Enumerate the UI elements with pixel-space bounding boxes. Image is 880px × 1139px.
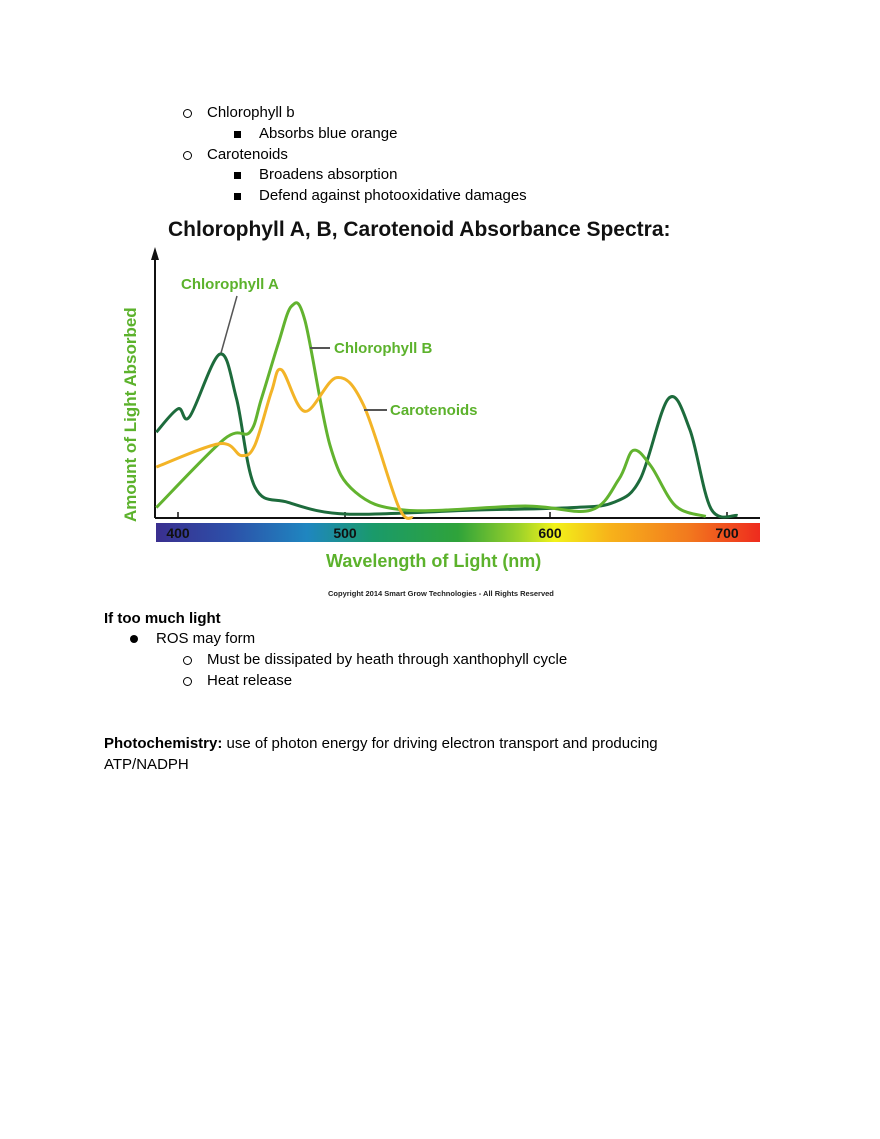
heading-too-much-light: If too much light <box>104 610 221 627</box>
series-line-chlorophyll-b <box>155 301 707 518</box>
hollow-bullet-icon <box>183 677 192 686</box>
list-item-dissipated: Must be dissipated by heath through xant… <box>207 651 568 668</box>
list-item-heat-release: Heat release <box>207 672 293 689</box>
definition-text: use of photon energy for driving electro… <box>222 735 658 752</box>
term-photochemistry: Photochemistry: <box>104 735 223 752</box>
chart-title: Chlorophyll A, B, Carotenoid Absorbance … <box>168 218 671 241</box>
list-item-carotenoids: Carotenoids <box>207 146 288 163</box>
photochemistry-definition: Photochemistry: use of photon energy for… <box>104 735 658 753</box>
x-tick-label: 500 <box>333 525 357 541</box>
list-item-absorbs: Absorbs blue orange <box>259 125 398 142</box>
hollow-bullet-icon <box>183 656 192 665</box>
hollow-bullet-icon <box>183 109 192 118</box>
series-line-carotenoids <box>155 367 414 520</box>
list-item-ros: ROS may form <box>156 630 256 647</box>
x-tick-label: 400 <box>166 525 190 541</box>
label-pointer-chlorophyll-a <box>220 295 238 354</box>
list-item-chlorophyll-b: Chlorophyll b <box>207 104 295 121</box>
y-axis-label: Amount of Light Absorbed <box>121 307 140 522</box>
list-item-defend: Defend against photooxidative damages <box>259 187 527 204</box>
x-tick-label: 700 <box>715 525 739 541</box>
copyright-text: Copyright 2014 Smart Grow Technologies -… <box>328 589 554 598</box>
absorbance-spectra-chart: Chlorophyll A, B, Carotenoid Absorbance … <box>121 218 760 598</box>
legend-label-carotenoids: Carotenoids <box>390 402 478 419</box>
bullet-icon <box>130 635 138 643</box>
x-axis-label: Wavelength of Light (nm) <box>326 551 541 571</box>
visible-spectrum-bar <box>156 523 760 542</box>
definition-text-continued: ATP/NADPH <box>104 756 189 773</box>
square-bullet-icon <box>234 131 241 138</box>
series-line-chlorophyll-a <box>155 352 738 519</box>
list-item-broadens: Broadens absorption <box>259 166 398 183</box>
legend-label-chlorophyll-b: Chlorophyll B <box>334 340 432 357</box>
legend-label-chlorophyll-a: Chlorophyll A <box>181 276 279 293</box>
hollow-bullet-icon <box>183 151 192 160</box>
x-tick-label: 600 <box>538 525 562 541</box>
y-axis-arrow-icon <box>151 247 159 260</box>
square-bullet-icon <box>234 193 241 200</box>
square-bullet-icon <box>234 172 241 179</box>
